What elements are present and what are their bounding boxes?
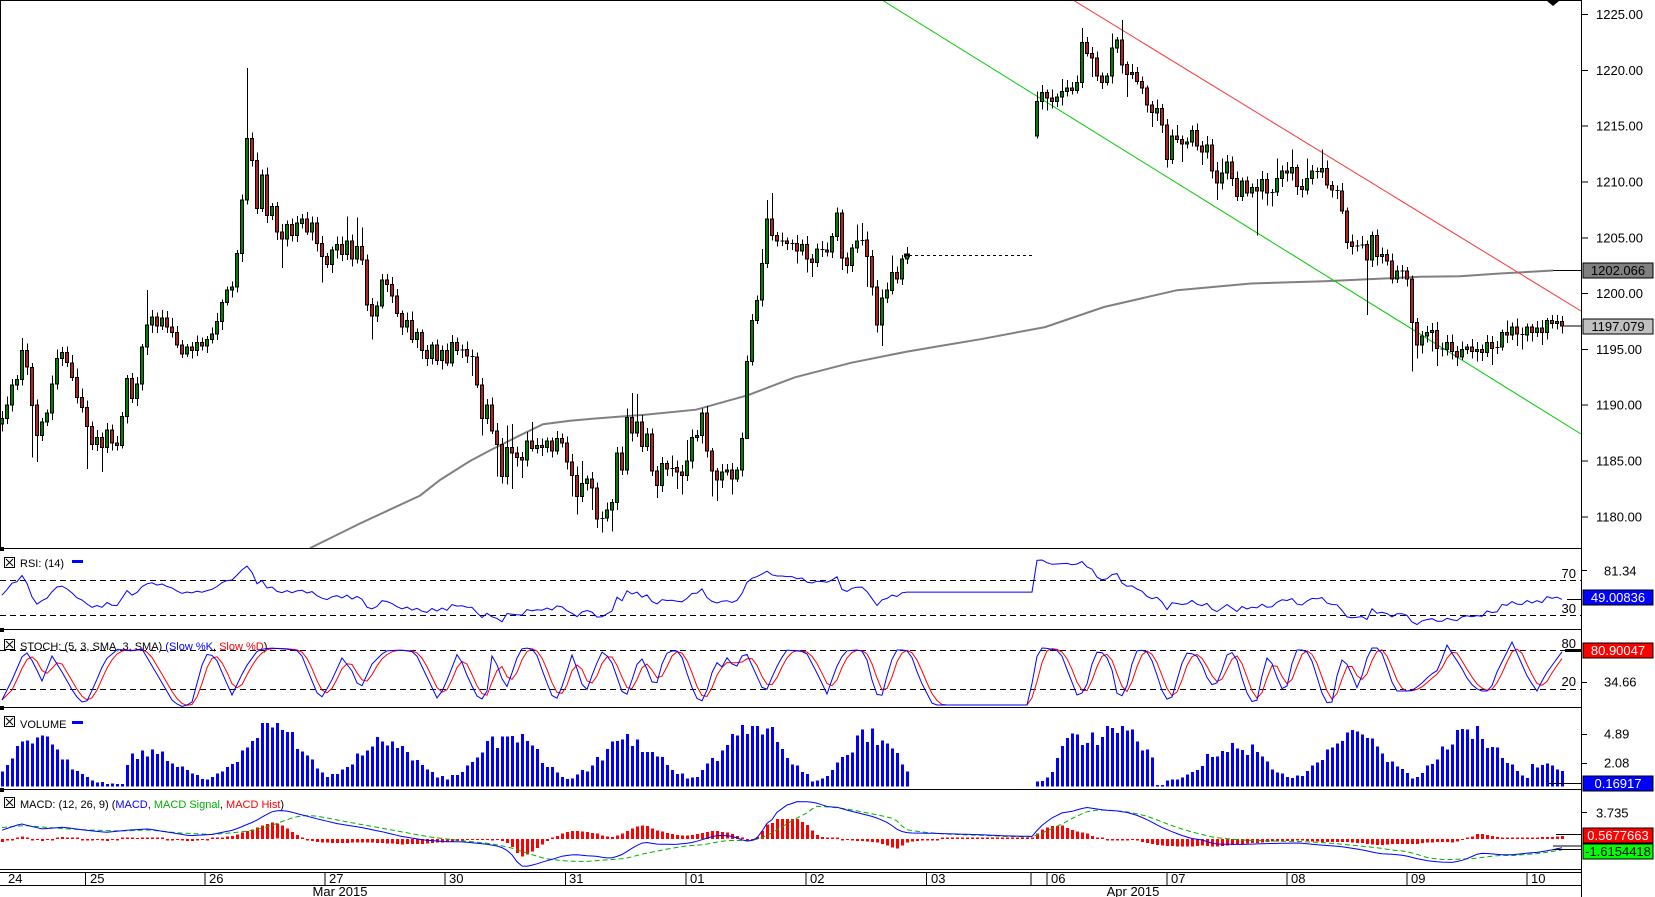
svg-text:2.08: 2.08 xyxy=(1604,756,1629,771)
svg-text:1205.00: 1205.00 xyxy=(1596,230,1643,245)
svg-text:70: 70 xyxy=(1562,566,1576,581)
svg-text:3.735: 3.735 xyxy=(1596,806,1629,821)
svg-text:20: 20 xyxy=(1562,674,1576,689)
svg-text:34.66: 34.66 xyxy=(1604,675,1637,690)
svg-text:0.16917: 0.16917 xyxy=(1595,776,1642,791)
svg-text:1210.00: 1210.00 xyxy=(1596,174,1643,189)
svg-text:80.90047: 80.90047 xyxy=(1591,643,1645,658)
svg-text:0.5677663: 0.5677663 xyxy=(1587,828,1648,843)
svg-text:31: 31 xyxy=(569,871,583,886)
svg-text:26: 26 xyxy=(209,871,223,886)
svg-text:07: 07 xyxy=(1171,871,1185,886)
svg-text:RSI: (14): RSI: (14) xyxy=(20,558,64,570)
svg-text:80: 80 xyxy=(1562,636,1576,651)
svg-text:1220.00: 1220.00 xyxy=(1596,63,1643,78)
svg-text:81.34: 81.34 xyxy=(1604,564,1637,579)
svg-text:1200.00: 1200.00 xyxy=(1596,286,1643,301)
svg-text:06: 06 xyxy=(1051,871,1065,886)
svg-text:1190.00: 1190.00 xyxy=(1596,398,1642,413)
svg-text:30: 30 xyxy=(449,871,463,886)
svg-text:08: 08 xyxy=(1291,871,1305,886)
svg-text:09: 09 xyxy=(1411,871,1425,886)
svg-text:1180.00: 1180.00 xyxy=(1596,509,1642,524)
svg-text:30: 30 xyxy=(1562,601,1576,616)
svg-text:VOLUME: VOLUME xyxy=(20,719,66,731)
svg-text:Mar 2015: Mar 2015 xyxy=(313,884,368,897)
svg-text:1215.00: 1215.00 xyxy=(1596,119,1643,134)
svg-text:02: 02 xyxy=(810,871,824,886)
svg-text:01: 01 xyxy=(690,871,704,886)
svg-text:1185.00: 1185.00 xyxy=(1596,454,1642,469)
svg-text:1225.00: 1225.00 xyxy=(1596,7,1643,22)
svg-text:24: 24 xyxy=(8,871,22,886)
svg-text:49.00836: 49.00836 xyxy=(1591,590,1645,605)
svg-text:1195.00: 1195.00 xyxy=(1596,342,1642,357)
svg-text:1202.066: 1202.066 xyxy=(1591,263,1645,278)
svg-text:10: 10 xyxy=(1531,871,1545,886)
svg-text:Apr 2015: Apr 2015 xyxy=(1107,884,1160,897)
svg-text:25: 25 xyxy=(90,871,104,886)
svg-text:1197.079: 1197.079 xyxy=(1591,319,1644,334)
svg-text:4.89: 4.89 xyxy=(1604,727,1629,742)
svg-text:MACD: (12, 26, 9) (MACD, MACD: MACD: (12, 26, 9) (MACD, MACD Signal, MA… xyxy=(20,799,284,811)
svg-text:03: 03 xyxy=(931,871,945,886)
svg-text:-1.6154418: -1.6154418 xyxy=(1585,844,1651,859)
svg-text:27: 27 xyxy=(329,871,343,886)
